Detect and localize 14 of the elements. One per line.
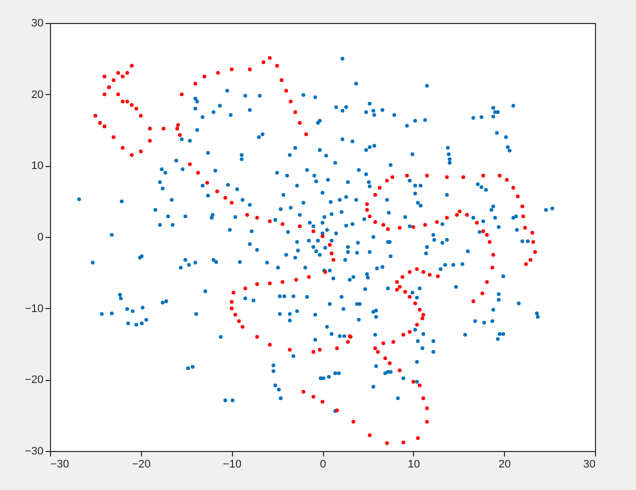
y-tick-label: 30 — [31, 18, 44, 30]
x-tick-label: −10 — [222, 458, 242, 470]
y-tick-label: 10 — [31, 160, 44, 172]
x-tick-label: 20 — [498, 458, 511, 470]
y-tick-label: −20 — [24, 374, 44, 386]
x-tick-label: −30 — [50, 458, 70, 470]
y-tick-label: −10 — [24, 302, 44, 315]
x-tick-label: 0 — [320, 458, 326, 470]
x-tick-label: 30 — [583, 458, 596, 470]
y-tick-label: −30 — [24, 446, 44, 458]
y-tick-label: 0 — [37, 232, 44, 244]
x-tick-label: 10 — [408, 458, 420, 470]
y-tick-label: 20 — [31, 88, 44, 101]
x-tick-label: −20 — [132, 458, 151, 470]
